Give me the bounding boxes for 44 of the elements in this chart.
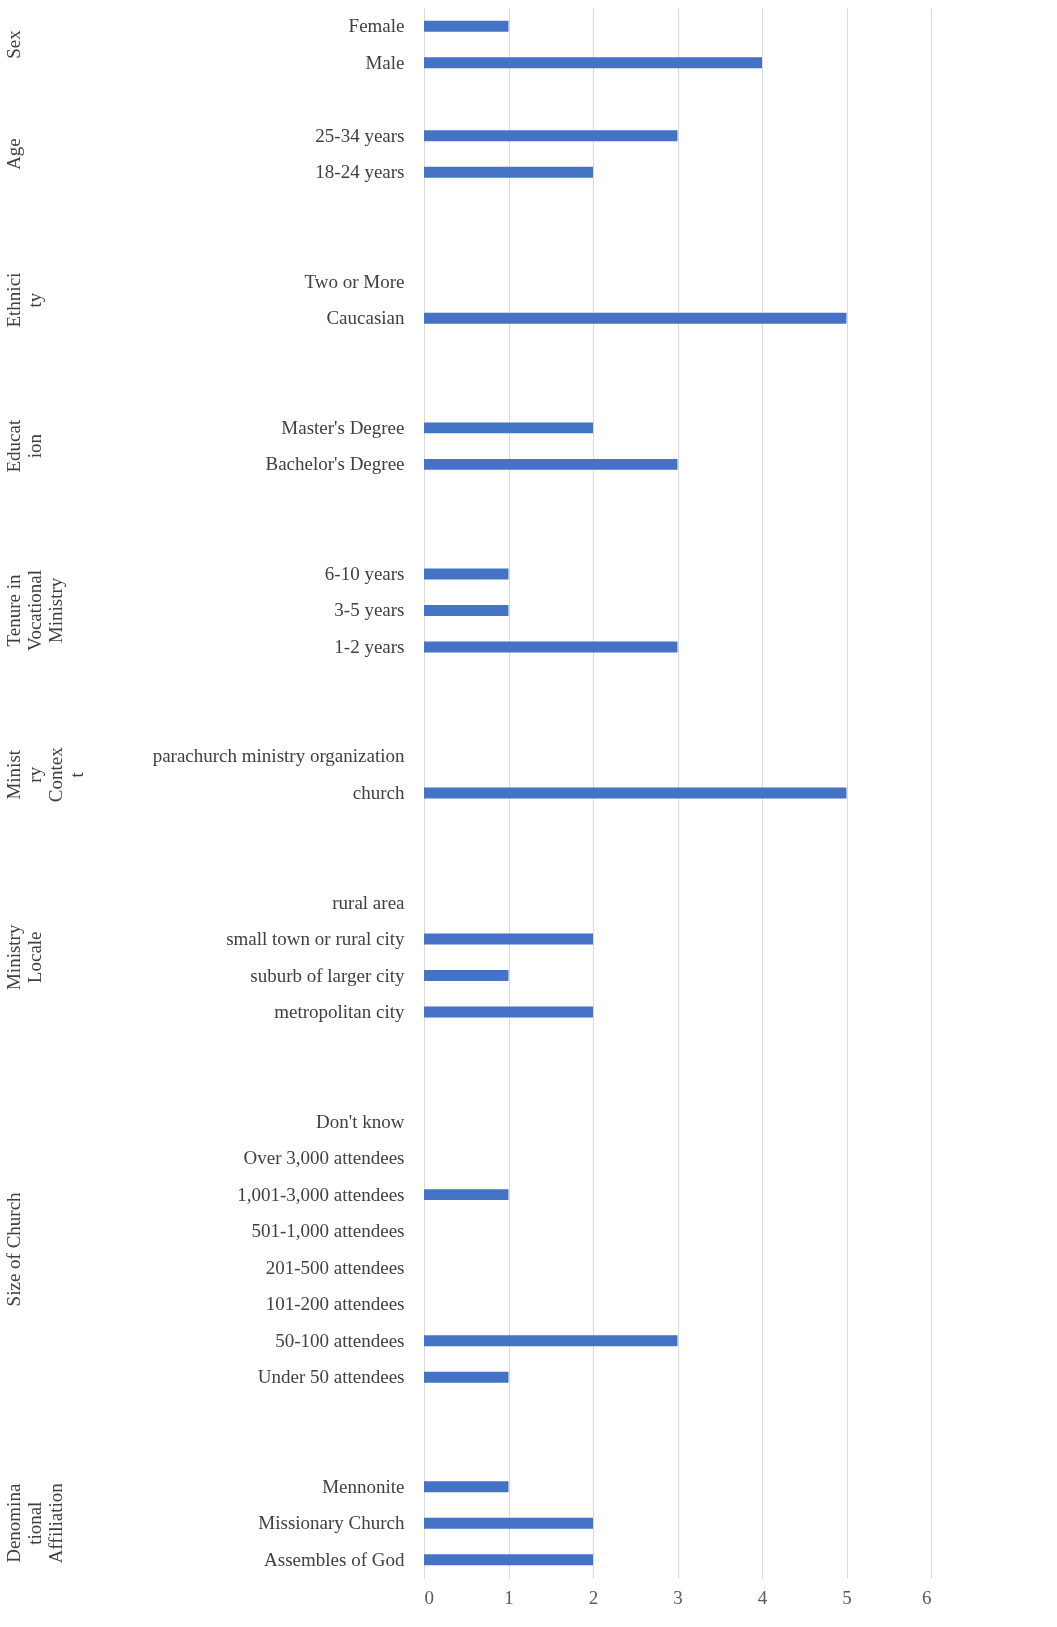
x-tick-label: 5 bbox=[842, 1586, 852, 1608]
y-tick-label: 501-1,000 attendees bbox=[251, 1220, 405, 1242]
y-tick-label: church bbox=[352, 782, 405, 803]
text: Size of Church bbox=[3, 1191, 24, 1307]
y-tick-label: Under 50 attendees bbox=[257, 1366, 405, 1388]
y-tick-label: 25-34 years bbox=[315, 124, 405, 146]
x-tick-label: 6 bbox=[922, 1586, 932, 1608]
x-tick-label: 1 bbox=[504, 1586, 514, 1608]
y-tick-label: rural area bbox=[332, 891, 406, 913]
y-tick-label: metropolitan city bbox=[274, 1001, 405, 1023]
y-tick-label: 101-200 attendees bbox=[265, 1293, 405, 1315]
y-tick-label: small town or rural city bbox=[226, 928, 405, 950]
y-tick-label: 50-100 attendees bbox=[275, 1329, 405, 1351]
y-tick-label: suburb of larger city bbox=[250, 964, 405, 986]
y-tick-label: Master's Degree bbox=[281, 416, 405, 438]
text: Age bbox=[3, 138, 24, 170]
y-tick-label: Female bbox=[348, 15, 405, 37]
y-tick-label: 201-500 attendees bbox=[265, 1256, 405, 1278]
text: Denomina tional Affiliation bbox=[3, 1482, 66, 1564]
y-tick-label: Assembles of God bbox=[264, 1548, 405, 1570]
x-tick-label: 2 bbox=[588, 1586, 599, 1608]
y-tick-label: 1,001-3,000 attendees bbox=[237, 1183, 405, 1205]
y-tick-label: 18-24 years bbox=[315, 161, 405, 183]
y-tick-label: Bachelor's Degree bbox=[265, 453, 405, 475]
text: Ministry Locale bbox=[3, 924, 45, 991]
y-tick-label: Missionary Church bbox=[258, 1512, 405, 1534]
x-tick-label: 3 bbox=[673, 1586, 683, 1608]
y-tick-label: Two or More bbox=[304, 270, 405, 292]
y-tick-label: 1-2 years bbox=[334, 635, 405, 657]
y-tick-label: Caucasian bbox=[326, 307, 405, 329]
text: Sex bbox=[3, 29, 24, 59]
text: Tenure in Vocational Ministry bbox=[3, 569, 66, 651]
y-tick-label: Don't know bbox=[316, 1110, 405, 1132]
y-tick-label: parachurch ministry organization bbox=[152, 745, 405, 767]
y-tick-label: Male bbox=[365, 51, 405, 73]
x-tick-label: 0 bbox=[424, 1586, 434, 1608]
y-tick-label: 3-5 years bbox=[334, 599, 405, 621]
y-tick-label: Over 3,000 attendees bbox=[243, 1147, 405, 1169]
y-tick-label: 6-10 years bbox=[324, 562, 405, 584]
y-tick-label: Mennonite bbox=[322, 1475, 405, 1497]
text: Educat ion bbox=[3, 419, 45, 473]
text: Minist ry Contex t bbox=[3, 746, 87, 803]
x-tick-label: 4 bbox=[757, 1586, 768, 1608]
text: Ethnici ty bbox=[3, 272, 45, 328]
